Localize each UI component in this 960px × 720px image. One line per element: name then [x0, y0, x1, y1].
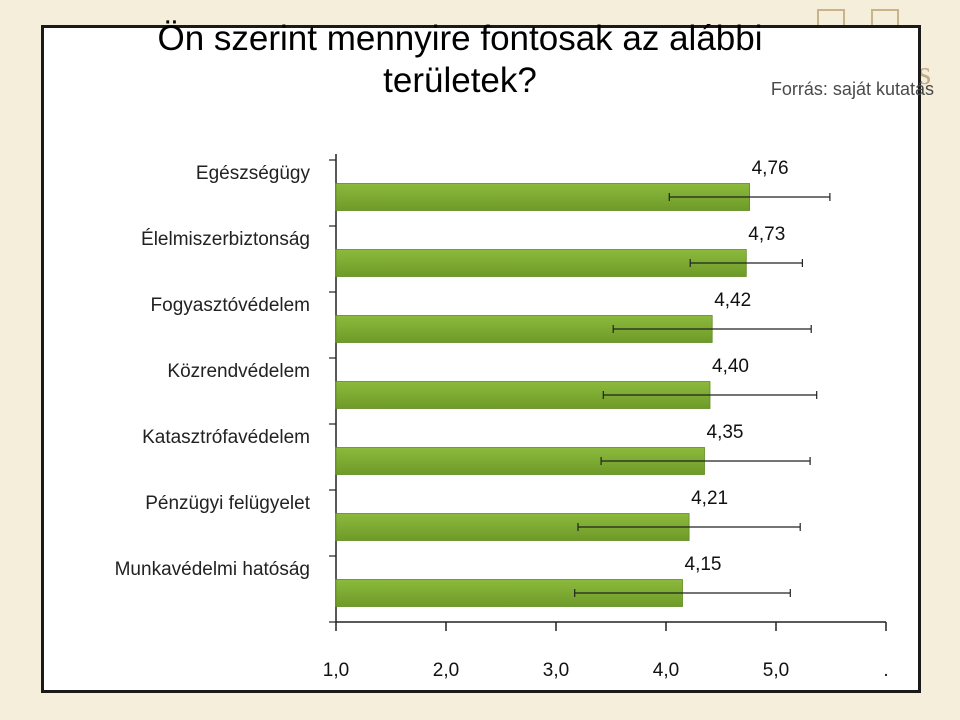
- category-label: Egészségügy: [196, 163, 311, 184]
- x-tick-label: .: [883, 660, 888, 681]
- category-label: Pénzügyi felügyelet: [145, 493, 310, 514]
- category-label: Fogyasztóvédelem: [151, 295, 310, 316]
- svg-text:s: s: [918, 55, 931, 92]
- data-label: 4,42: [714, 290, 751, 311]
- data-label: 4,35: [707, 422, 744, 443]
- category-label: Katasztrófavédelem: [142, 427, 310, 448]
- x-tick-label: 5,0: [763, 660, 789, 681]
- category-label: Élelmiszerbiztonság: [141, 229, 310, 250]
- data-label: 4,73: [748, 224, 785, 245]
- x-tick-label: 2,0: [433, 660, 459, 681]
- chart-title-text: Ön szerint mennyire fontosak az alábbi t…: [157, 19, 763, 100]
- source-note: Forrás: saját kutatás: [770, 79, 934, 99]
- data-label: 4,76: [752, 158, 789, 179]
- data-label: 4,21: [691, 488, 728, 509]
- x-tick-label: 3,0: [543, 660, 569, 681]
- data-label: 4,15: [685, 554, 722, 575]
- category-label: Közrendvédelem: [167, 361, 310, 382]
- data-label: 4,40: [712, 356, 749, 377]
- category-label: Munkavédelmi hatóság: [115, 559, 310, 580]
- bar: [335, 249, 747, 277]
- x-tick-label: 1,0: [323, 660, 349, 681]
- x-tick-label: 4,0: [653, 660, 679, 681]
